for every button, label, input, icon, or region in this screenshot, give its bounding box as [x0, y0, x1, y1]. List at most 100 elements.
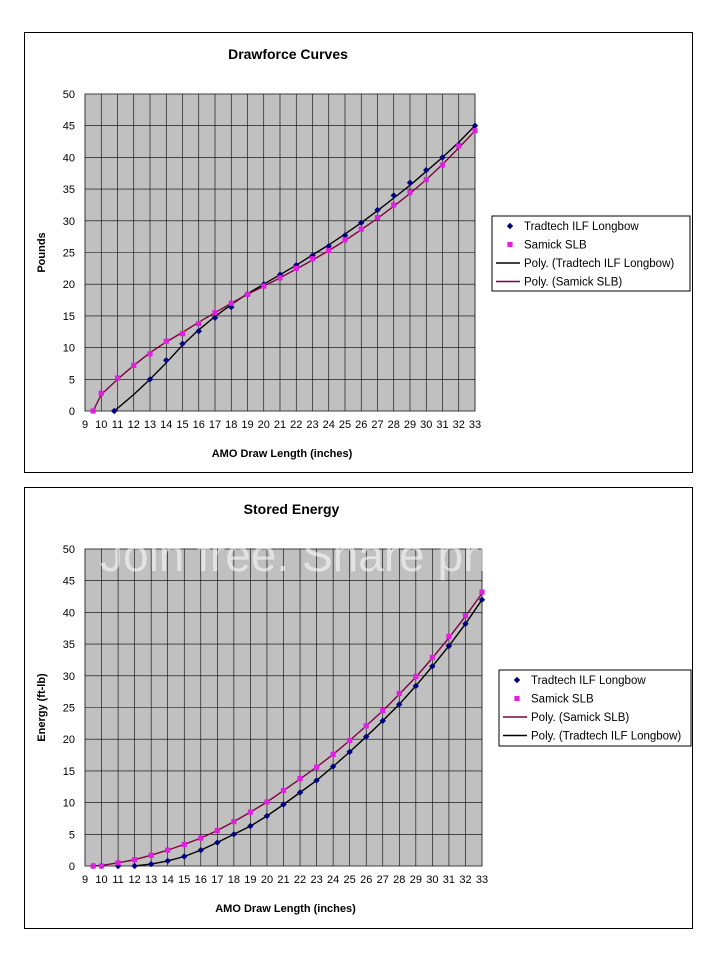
data-point — [471, 122, 479, 129]
y-axis-label: Energy (ft-lb) — [36, 673, 48, 742]
y-tick-label: 45 — [63, 576, 75, 588]
x-tick-label: 27 — [371, 419, 383, 431]
data-point — [181, 841, 187, 848]
x-tick-label: 24 — [323, 419, 335, 431]
x-tick-label: 12 — [128, 419, 140, 431]
x-tick-label: 22 — [294, 874, 306, 886]
x-tick-label: 24 — [327, 874, 339, 886]
data-point — [132, 857, 138, 863]
data-point — [472, 128, 478, 134]
x-tick-label: 12 — [129, 874, 141, 886]
data-point — [280, 787, 287, 794]
y-tick-label: 15 — [63, 766, 75, 778]
data-point — [313, 764, 320, 770]
data-point — [479, 589, 485, 595]
data-point — [111, 407, 118, 415]
data-point — [179, 340, 186, 347]
legend-label: Samick SLB — [524, 240, 587, 252]
y-tick-label: 25 — [63, 703, 75, 715]
chart-title: Drawforce Curves — [228, 46, 348, 62]
data-point — [212, 310, 218, 316]
data-point — [131, 362, 137, 368]
y-tick-label: 40 — [63, 607, 75, 619]
y-tick-label: 50 — [63, 544, 75, 556]
data-point — [115, 860, 121, 866]
data-point — [181, 853, 188, 860]
stored-energy-chart-panel: Stored Energy 9 10 11 12 13 14 15 16 17 18 19 20 21 22… — [24, 487, 693, 929]
data-point — [147, 351, 153, 357]
data-point — [228, 300, 234, 306]
data-point — [293, 265, 299, 271]
x-tick-label: 14 — [162, 874, 174, 886]
x-tick-label: 15 — [178, 874, 190, 886]
x-tick-label: 20 — [261, 874, 273, 886]
data-point — [358, 219, 365, 226]
x-tick-label: 9 — [82, 419, 88, 431]
data-point — [429, 654, 435, 661]
data-point — [90, 408, 96, 414]
drawforce-chart-panel: Drawforce Curves 9 10 11 12 13 14 15 16 17 18 19 20 2… — [24, 32, 693, 473]
data-point — [342, 237, 348, 243]
data-point — [325, 242, 332, 250]
legend-label: Tradtech ILF Longbow — [524, 221, 639, 233]
x-tick-label: 21 — [277, 874, 289, 886]
y-tick-label: 30 — [63, 671, 75, 683]
x-tick-label: 32 — [453, 419, 465, 431]
data-point — [165, 847, 171, 853]
trend-line — [134, 599, 483, 867]
y-tick-label: 5 — [69, 829, 75, 841]
x-tick-label: 23 — [306, 419, 318, 431]
x-tick-label: 10 — [95, 874, 107, 886]
x-tick-label: 18 — [228, 874, 240, 886]
x-tick-label: 21 — [274, 419, 286, 431]
legend-marker — [513, 676, 521, 684]
x-tick-label: 27 — [377, 874, 389, 886]
data-point — [211, 314, 219, 322]
data-point — [131, 862, 138, 870]
data-point — [163, 338, 169, 344]
data-point — [230, 831, 238, 838]
x-tick-label: 13 — [145, 874, 157, 886]
y-tick-label: 20 — [63, 734, 75, 746]
data-point — [277, 275, 283, 281]
y-tick-label: 15 — [63, 311, 75, 323]
data-point — [197, 846, 204, 854]
y-tick-label: 35 — [63, 639, 75, 651]
x-tick-label: 28 — [388, 419, 400, 431]
data-point — [163, 357, 170, 364]
data-point — [231, 819, 237, 825]
x-tick-label: 31 — [443, 874, 455, 886]
x-tick-label: 30 — [420, 419, 432, 431]
x-tick-label: 29 — [410, 874, 422, 886]
y-tick-label: 50 — [63, 89, 75, 101]
data-point — [439, 154, 446, 161]
x-tick-label: 11 — [112, 874, 123, 886]
data-point — [374, 215, 381, 221]
x-tick-label: 14 — [160, 419, 172, 431]
drawforce-chart: Drawforce Curves 9 10 11 12 13 14 15 16 17 18 19 20 2… — [36, 46, 691, 460]
data-point — [264, 799, 270, 805]
legend-label: Poly. (Tradtech ILF Longbow) — [524, 258, 674, 270]
data-point — [358, 226, 364, 232]
x-tick-label: 26 — [360, 874, 372, 886]
stored-energy-chart: Stored Energy 9 10 11 12 13 14 15 16 17 18 19 20 21 22… — [36, 501, 692, 915]
data-point — [446, 633, 452, 640]
data-point — [90, 863, 96, 869]
y-tick-label: 40 — [63, 152, 75, 164]
data-point — [396, 690, 402, 697]
x-tick-label: 32 — [459, 874, 471, 886]
x-tick-label: 30 — [426, 874, 438, 886]
x-tick-label: 15 — [176, 419, 188, 431]
x-tick-label: 25 — [344, 874, 356, 886]
legend-marker — [506, 222, 514, 230]
data-point — [413, 673, 419, 680]
data-point — [374, 206, 381, 214]
x-tick-label: 26 — [355, 419, 367, 431]
data-point — [423, 176, 429, 183]
data-point — [98, 390, 104, 396]
data-point — [179, 331, 186, 337]
legend-marker — [514, 695, 520, 702]
x-tick-label: 22 — [290, 419, 302, 431]
x-tick-label: 29 — [404, 419, 416, 431]
x-tick-label: 17 — [211, 874, 223, 886]
